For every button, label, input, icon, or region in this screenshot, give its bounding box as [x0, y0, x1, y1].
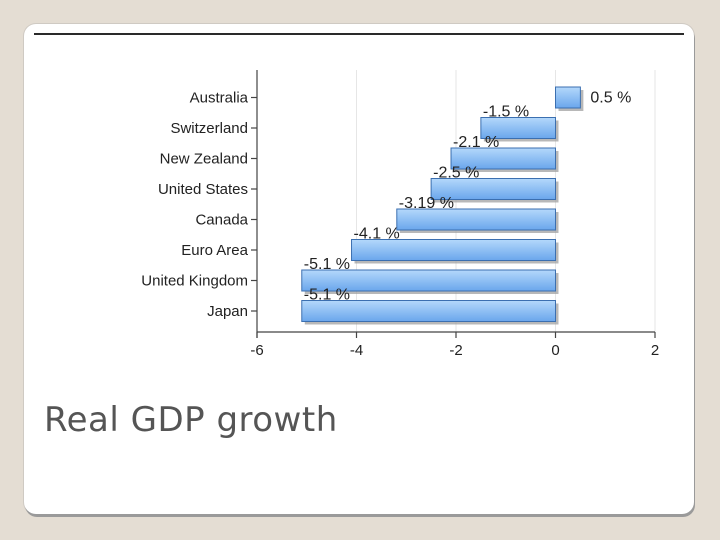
- y-tick-label: Euro Area: [181, 242, 248, 259]
- data-label: 0.5 %: [590, 90, 631, 107]
- data-label: -2.1 %: [453, 134, 499, 151]
- data-label: -2.5 %: [433, 165, 479, 182]
- y-tick-label: New Zealand: [160, 151, 248, 168]
- title-rule: [34, 33, 684, 35]
- bar: [396, 208, 556, 231]
- data-label: -5.1 %: [304, 256, 350, 273]
- y-tick-label: United States: [158, 181, 248, 198]
- data-label: -3.19 %: [399, 195, 454, 212]
- bar: [351, 239, 556, 261]
- x-tick-label: -2: [449, 342, 462, 359]
- y-tick-label: Switzerland: [170, 120, 248, 137]
- bar: [555, 86, 581, 109]
- y-tick-label: Canada: [195, 212, 248, 229]
- y-tick-label: Japan: [207, 303, 248, 320]
- bar: [450, 147, 556, 170]
- data-label: -4.1 %: [354, 226, 400, 243]
- data-label: -1.5 %: [483, 104, 529, 121]
- slide-caption: Real GDP growth: [44, 400, 338, 440]
- gdp-bar-chart: -6 -4 -2 0 2 Australia 0.5 % Switzerland -1.5 % N…: [141, 70, 659, 359]
- x-tick-label: -4: [350, 342, 363, 359]
- y-tick-label: United Kingdom: [141, 273, 248, 290]
- data-label: -5.1 %: [304, 287, 350, 304]
- bar: [480, 117, 556, 139]
- slide: -6 -4 -2 0 2 Australia 0.5 % Switzerland -1.5 % N…: [24, 24, 694, 514]
- y-tick-label: Australia: [190, 90, 249, 107]
- bar: [301, 269, 556, 292]
- x-tick-label: -6: [250, 342, 263, 359]
- x-tick-label: 2: [651, 342, 659, 359]
- x-tick-label: 0: [551, 342, 559, 359]
- bar: [430, 178, 556, 200]
- bar: [301, 300, 556, 322]
